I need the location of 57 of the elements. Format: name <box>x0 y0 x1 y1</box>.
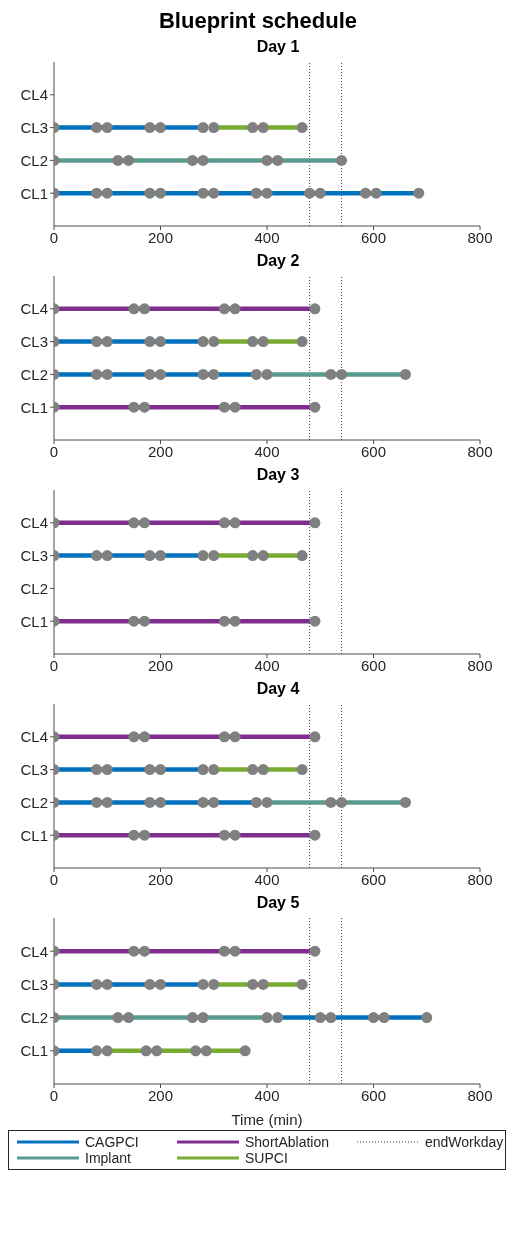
y-tick-label: CL4 <box>20 86 48 104</box>
x-tick-label: 600 <box>360 1086 387 1104</box>
x-tick-label: 800 <box>467 442 493 460</box>
x-tick-label: 200 <box>147 870 174 888</box>
chart-title: Day 3 <box>255 466 301 484</box>
x-tick-label: 400 <box>254 442 280 460</box>
x-tick-label: 0 <box>49 870 59 888</box>
x-tick-label: 800 <box>467 870 493 888</box>
y-tick-label: CL1 <box>20 1042 48 1060</box>
y-tick-label: CL4 <box>20 728 48 746</box>
x-tick-label: 0 <box>49 1086 59 1104</box>
chart-title: Blueprint schedule <box>157 8 358 35</box>
y-tick-label: CL3 <box>20 546 48 564</box>
y-tick-label: CL3 <box>20 975 48 993</box>
chart-title: Day 5 <box>255 894 301 912</box>
y-tick-label: CL3 <box>20 118 48 136</box>
x-tick-label: 600 <box>360 656 387 674</box>
x-tick-label: 400 <box>254 870 280 888</box>
y-tick-label: CL1 <box>20 184 48 202</box>
legend-label: CAGPCI <box>85 1134 139 1150</box>
x-tick-label: 400 <box>254 228 280 246</box>
x-tick-label: 800 <box>467 228 493 246</box>
x-tick-label: 600 <box>360 442 387 460</box>
chart-subtitle: Day 1 <box>255 38 301 56</box>
x-tick-label: 0 <box>49 442 59 460</box>
y-tick-label: CL3 <box>20 760 48 778</box>
x-tick-label: 800 <box>467 656 493 674</box>
x-tick-label: 600 <box>360 228 387 246</box>
x-tick-label: 400 <box>254 1086 280 1104</box>
x-tick-label: 200 <box>147 442 174 460</box>
chart-title: Day 4 <box>255 680 301 698</box>
y-tick-label: CL1 <box>20 612 48 630</box>
y-tick-label: CL2 <box>20 579 48 597</box>
y-tick-label: CL4 <box>20 300 48 318</box>
x-tick-label: 0 <box>49 656 59 674</box>
x-tick-label: 0 <box>49 228 59 246</box>
x-tick-label: 400 <box>254 656 280 674</box>
y-tick-label: CL2 <box>20 793 48 811</box>
y-tick-label: CL2 <box>20 365 48 383</box>
x-tick-label: 200 <box>147 1086 174 1104</box>
legend-label: SUPCI <box>245 1150 288 1166</box>
x-tick-label: 200 <box>147 656 174 674</box>
y-tick-label: CL1 <box>20 826 48 844</box>
x-tick-label: 600 <box>360 870 387 888</box>
x-axis-title: Time (min) <box>231 1111 303 1128</box>
chart-title: Day 2 <box>255 252 301 270</box>
y-tick-label: CL4 <box>20 514 48 532</box>
y-tick-label: CL2 <box>20 151 48 169</box>
x-tick-label: 200 <box>147 228 174 246</box>
y-tick-label: CL4 <box>20 942 48 960</box>
y-tick-label: CL2 <box>20 1008 48 1026</box>
x-tick-label: 800 <box>467 1086 493 1104</box>
legend-label: ShortAblation <box>245 1134 330 1150</box>
y-tick-label: CL3 <box>20 332 48 350</box>
legend-label: endWorkday <box>425 1134 504 1150</box>
legend-label: Implant <box>85 1150 131 1166</box>
y-tick-label: CL1 <box>20 398 48 416</box>
